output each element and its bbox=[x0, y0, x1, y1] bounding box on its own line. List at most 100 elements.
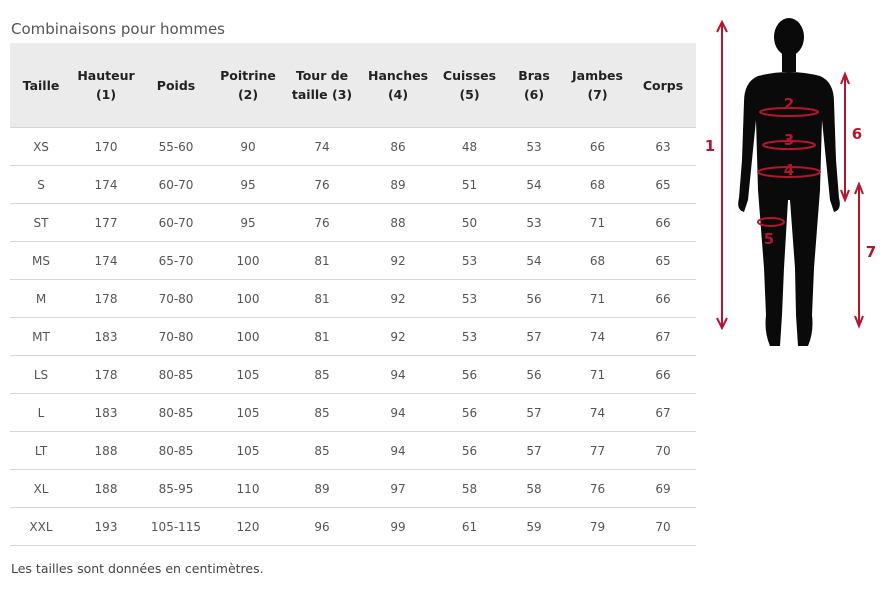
table-cell: 105-115 bbox=[140, 507, 212, 546]
table-cell: LT bbox=[10, 431, 72, 470]
table-cell: 67 bbox=[630, 393, 696, 432]
table-cell: ST bbox=[10, 203, 72, 242]
table-row: S 174 60-70 95 76 89 51 54 68 65 bbox=[10, 165, 696, 204]
table-cell: 55-60 bbox=[140, 127, 212, 166]
table-cell: S bbox=[10, 165, 72, 204]
table-cell: 188 bbox=[72, 469, 140, 508]
table-cell: 56 bbox=[503, 355, 565, 394]
table-cell: 74 bbox=[565, 393, 630, 432]
label-2: 2 bbox=[784, 95, 794, 113]
table-cell: 120 bbox=[212, 507, 284, 546]
table-cell: 77 bbox=[565, 431, 630, 470]
column-header: Hanches (4) bbox=[360, 43, 436, 128]
table-cell: 56 bbox=[503, 279, 565, 318]
table-cell: 68 bbox=[565, 241, 630, 280]
table-cell: 71 bbox=[565, 279, 630, 318]
table-cell: 95 bbox=[212, 165, 284, 204]
table-cell: 70-80 bbox=[140, 317, 212, 356]
table-cell: 88 bbox=[360, 203, 436, 242]
table-cell: 67 bbox=[630, 317, 696, 356]
table-cell: 66 bbox=[630, 279, 696, 318]
table-cell: 53 bbox=[503, 203, 565, 242]
table-cell: 105 bbox=[212, 393, 284, 432]
table-cell: 177 bbox=[72, 203, 140, 242]
table-cell: 70-80 bbox=[140, 279, 212, 318]
table-row: XS 170 55-60 90 74 86 48 53 66 63 bbox=[10, 127, 696, 166]
label-3: 3 bbox=[784, 131, 794, 149]
table-cell: 60-70 bbox=[140, 203, 212, 242]
table-cell: 183 bbox=[72, 317, 140, 356]
table-cell: XL bbox=[10, 469, 72, 508]
table-row: MT 183 70-80 100 81 92 53 57 74 67 bbox=[10, 317, 696, 356]
table-cell: 90 bbox=[212, 127, 284, 166]
table-cell: 80-85 bbox=[140, 355, 212, 394]
table-cell: 53 bbox=[436, 279, 503, 318]
label-7: 7 bbox=[866, 243, 876, 261]
table-cell: 89 bbox=[284, 469, 360, 508]
table-cell: 54 bbox=[503, 241, 565, 280]
table-cell: L bbox=[10, 393, 72, 432]
table-cell: 85 bbox=[284, 431, 360, 470]
table-row: ST 177 60-70 95 76 88 50 53 71 66 bbox=[10, 203, 696, 242]
table-cell: MS bbox=[10, 241, 72, 280]
table-cell: 57 bbox=[503, 393, 565, 432]
table-cell: 79 bbox=[565, 507, 630, 546]
table-cell: 80-85 bbox=[140, 393, 212, 432]
table-row: M 178 70-80 100 81 92 53 56 71 66 bbox=[10, 279, 696, 318]
table-cell: 100 bbox=[212, 317, 284, 356]
table-cell: 56 bbox=[436, 431, 503, 470]
table-cell: 105 bbox=[212, 355, 284, 394]
table-cell: 193 bbox=[72, 507, 140, 546]
table-cell: 92 bbox=[360, 317, 436, 356]
table-cell: 50 bbox=[436, 203, 503, 242]
table-cell: 85 bbox=[284, 393, 360, 432]
table-cell: 65-70 bbox=[140, 241, 212, 280]
table-cell: 85 bbox=[284, 355, 360, 394]
table-cell: 95 bbox=[212, 203, 284, 242]
table-cell: 81 bbox=[284, 317, 360, 356]
size-table: Taille Hauteur (1) Poids Poitrine (2) Tour d… bbox=[10, 43, 696, 546]
table-cell: 94 bbox=[360, 431, 436, 470]
table-cell: 76 bbox=[284, 203, 360, 242]
table-cell: 56 bbox=[436, 393, 503, 432]
table-cell: 81 bbox=[284, 241, 360, 280]
table-cell: 58 bbox=[436, 469, 503, 508]
table-cell: 54 bbox=[503, 165, 565, 204]
table-cell: M bbox=[10, 279, 72, 318]
table-cell: 92 bbox=[360, 241, 436, 280]
body-measurement-figure: 1 2 3 4 5 6 7 bbox=[705, 18, 876, 346]
table-cell: 105 bbox=[212, 431, 284, 470]
table-cell: 170 bbox=[72, 127, 140, 166]
table-cell: 70 bbox=[630, 507, 696, 546]
table-cell: 76 bbox=[284, 165, 360, 204]
thigh-ring bbox=[757, 217, 785, 227]
label-6: 6 bbox=[852, 125, 862, 143]
table-cell: 99 bbox=[360, 507, 436, 546]
table-cell: 97 bbox=[360, 469, 436, 508]
table-cell: 188 bbox=[72, 431, 140, 470]
table-row: LT 188 80-85 105 85 94 56 57 77 70 bbox=[10, 431, 696, 470]
table-cell: MT bbox=[10, 317, 72, 356]
table-cell: 57 bbox=[503, 431, 565, 470]
table-row: LS 178 80-85 105 85 94 56 56 71 66 bbox=[10, 355, 696, 394]
table-row: XXL 193 105-115 120 96 99 61 59 79 70 bbox=[10, 507, 696, 546]
column-header: Hauteur (1) bbox=[72, 43, 140, 128]
table-cell: 76 bbox=[565, 469, 630, 508]
label-1: 1 bbox=[705, 137, 715, 155]
table-cell: 70 bbox=[630, 431, 696, 470]
table-cell: 66 bbox=[630, 355, 696, 394]
column-header: Poitrine (2) bbox=[212, 43, 284, 128]
column-header: Poids bbox=[140, 43, 212, 128]
column-header: Tour de taille (3) bbox=[284, 43, 360, 128]
table-cell: 178 bbox=[72, 355, 140, 394]
table-cell: 174 bbox=[72, 241, 140, 280]
table-cell: 183 bbox=[72, 393, 140, 432]
table-cell: 60-70 bbox=[140, 165, 212, 204]
table-cell: 92 bbox=[360, 279, 436, 318]
table-cell: 66 bbox=[565, 127, 630, 166]
table-cell: 100 bbox=[212, 279, 284, 318]
table-cell: 94 bbox=[360, 355, 436, 394]
table-cell: 58 bbox=[503, 469, 565, 508]
column-header: Jambes (7) bbox=[565, 43, 630, 128]
chest-ring bbox=[759, 107, 819, 117]
